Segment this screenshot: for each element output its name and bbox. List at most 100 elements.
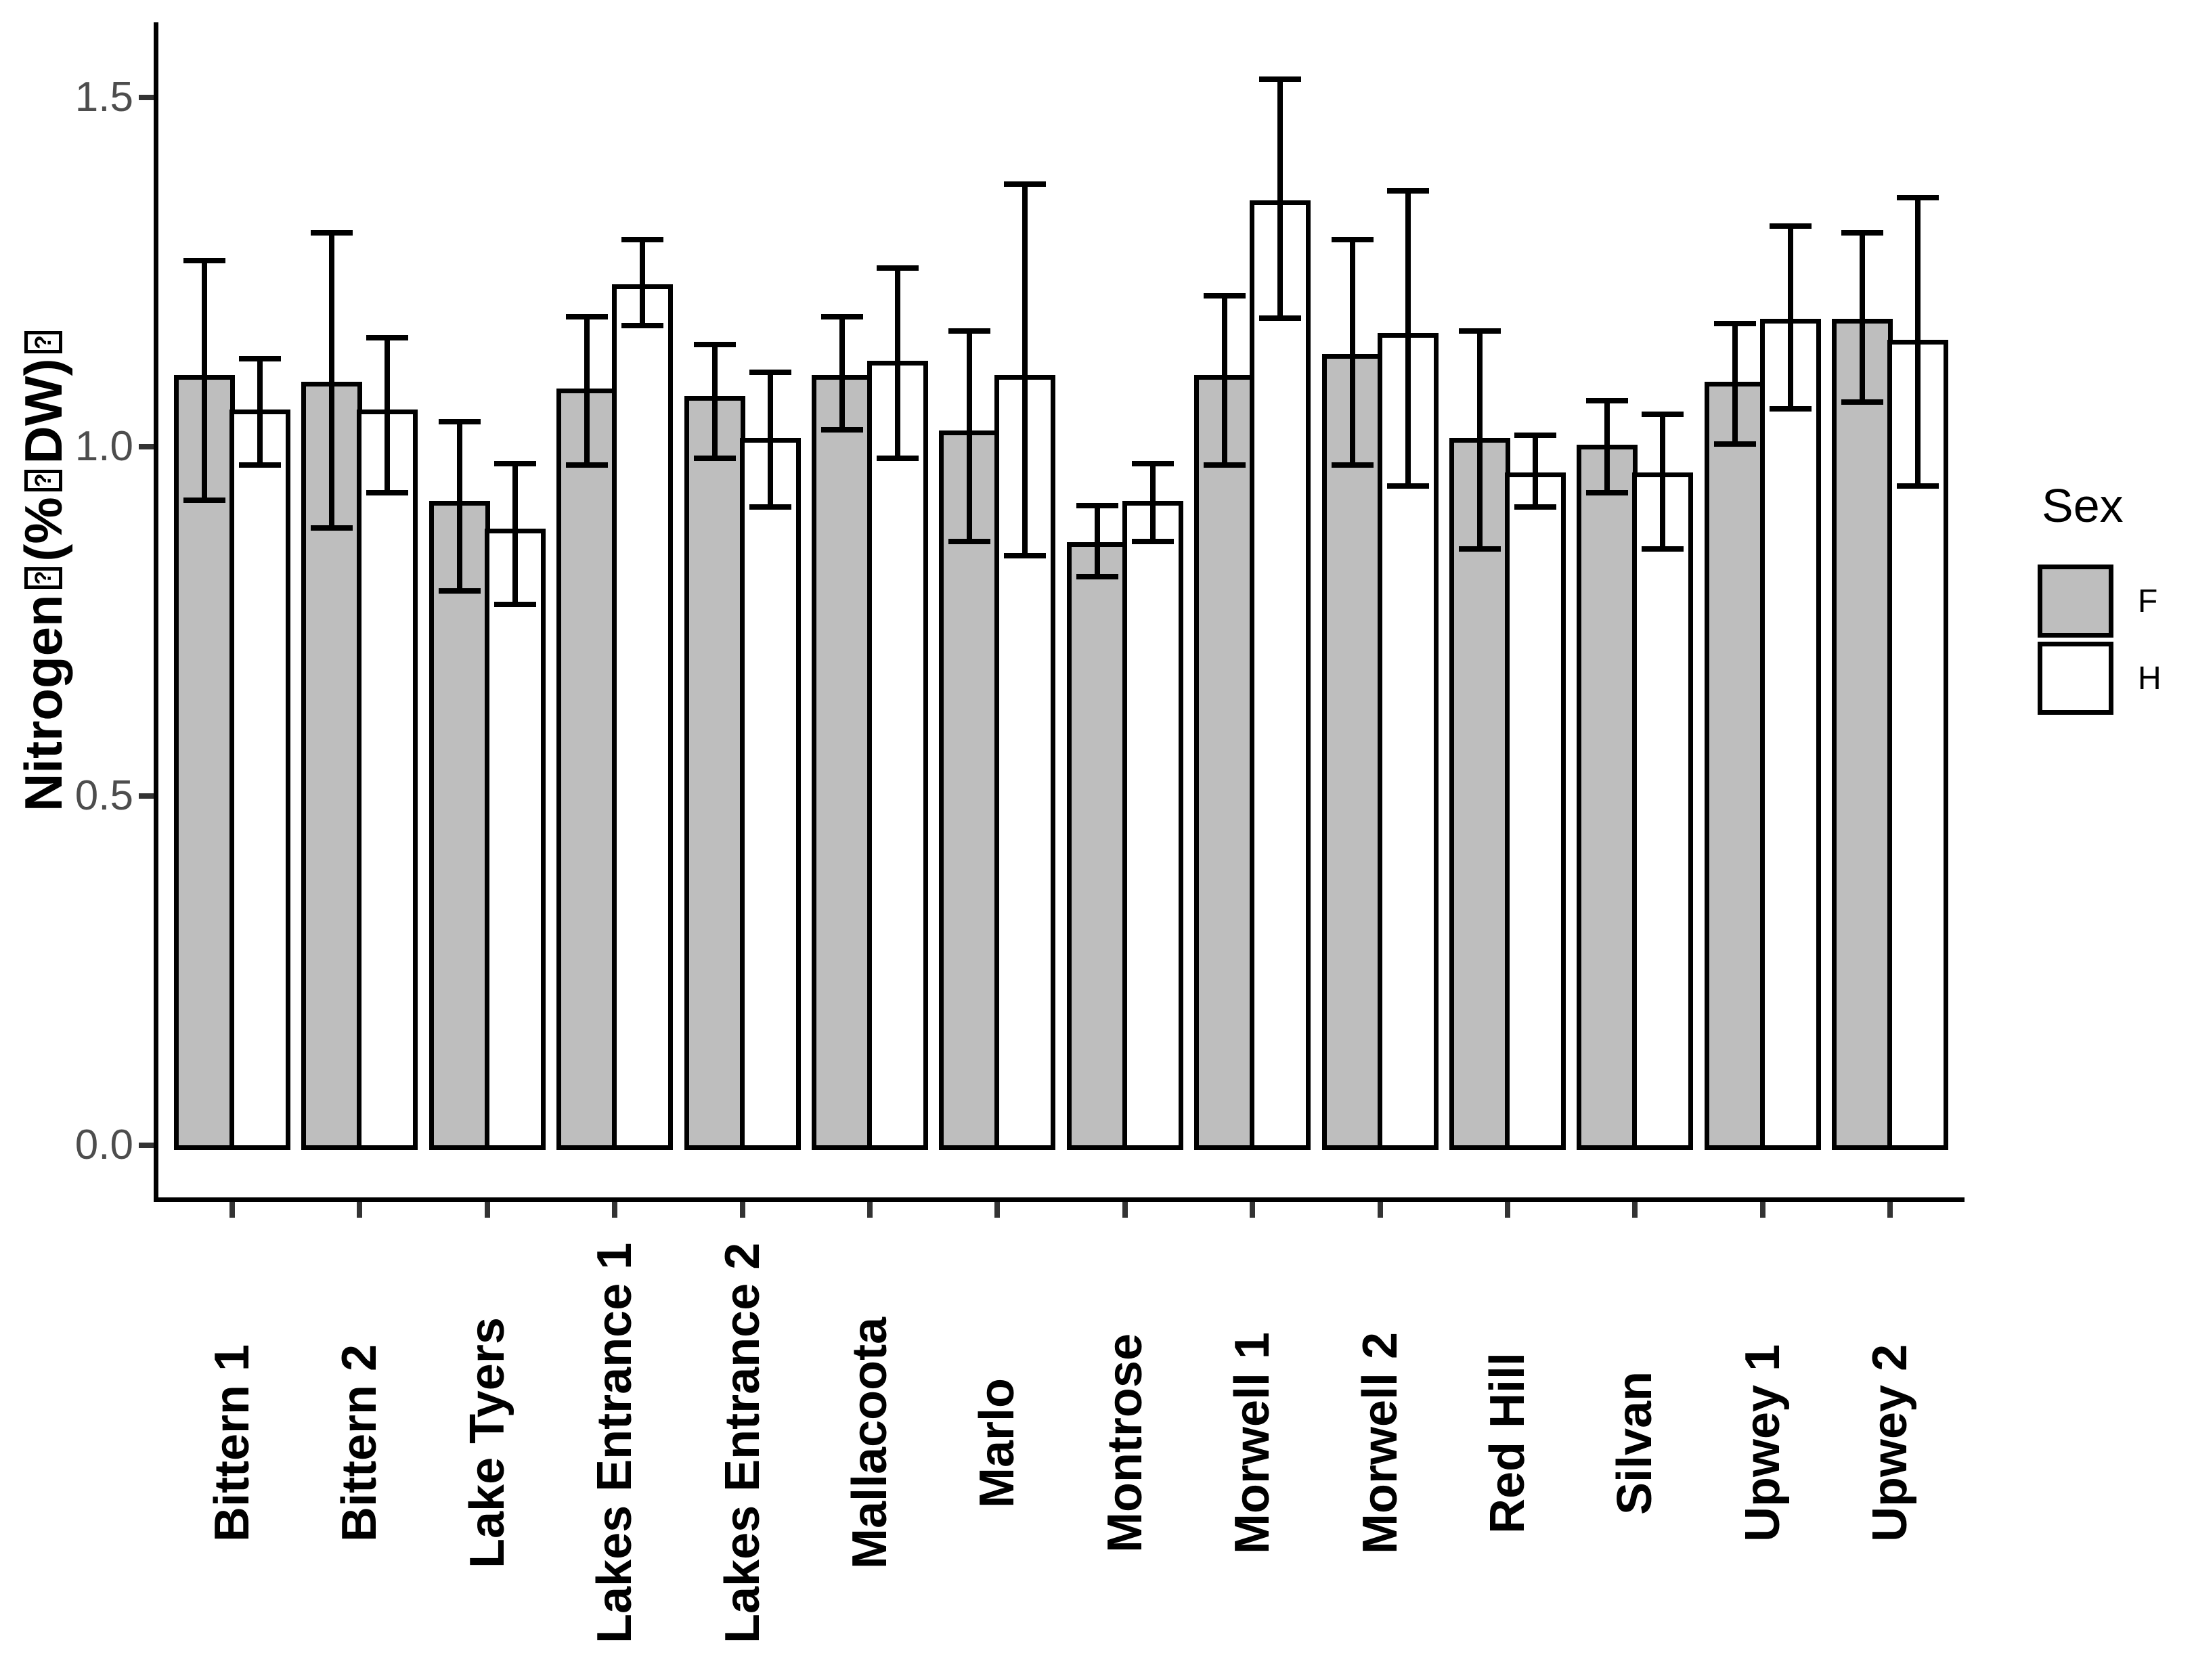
x-axis-label: Lake Tyers xyxy=(460,1317,514,1569)
legend-key-h: H xyxy=(2038,642,2194,715)
error-bar-cap-top xyxy=(1076,503,1118,508)
error-bar-line xyxy=(1477,328,1483,552)
bar-h xyxy=(357,410,418,1150)
error-bar-line xyxy=(1222,293,1227,468)
error-bar-cap-bottom xyxy=(1259,315,1301,321)
x-tick xyxy=(1887,1202,1893,1218)
error-bar-line xyxy=(1604,398,1610,495)
error-bar-line xyxy=(584,314,590,468)
error-bar-cap-top xyxy=(1714,321,1756,326)
error-bar-cap-top xyxy=(1897,195,1939,200)
bar-h xyxy=(740,438,801,1150)
error-bar-cap-bottom xyxy=(1714,441,1756,447)
error-bar-cap-bottom xyxy=(1586,490,1628,495)
error-bar-line xyxy=(640,237,645,328)
error-bar-line xyxy=(1150,461,1156,544)
error-bar-cap-bottom xyxy=(1387,483,1429,489)
error-bar-cap-bottom xyxy=(439,588,481,594)
error-bar-cap-bottom xyxy=(1076,574,1118,579)
error-bar-line xyxy=(768,370,773,510)
error-bar-cap-top xyxy=(749,370,791,375)
x-tick xyxy=(1505,1202,1510,1218)
y-axis-tick-label: 0.5 xyxy=(74,772,133,819)
error-bar-cap-top xyxy=(821,314,863,319)
x-axis-label: Silvan xyxy=(1608,1371,1662,1516)
x-tick xyxy=(229,1202,235,1218)
error-bar-cap-bottom xyxy=(1897,483,1939,489)
y-tick xyxy=(139,444,154,449)
error-bar-cap-top xyxy=(183,258,225,263)
x-axis-label: Mallacoota xyxy=(843,1317,897,1570)
bar-h xyxy=(1250,200,1311,1150)
x-tick xyxy=(740,1202,745,1218)
y-axis-line xyxy=(154,22,158,1202)
x-axis-label: Bittern 2 xyxy=(332,1344,387,1543)
error-bar-line xyxy=(1660,412,1665,552)
error-bar-cap-top xyxy=(311,230,353,236)
error-bar-line xyxy=(1732,321,1738,447)
x-axis-label: Upwey 2 xyxy=(1863,1344,1917,1543)
y-axis-title: Nitrogen?(%?DW)? xyxy=(9,159,80,978)
x-tick xyxy=(612,1202,617,1218)
bar-h xyxy=(1122,501,1183,1150)
error-bar-cap-bottom xyxy=(311,525,353,531)
bar-f xyxy=(1705,382,1765,1150)
error-bar-cap-top xyxy=(1004,181,1046,187)
error-bar-cap-top xyxy=(1514,433,1556,438)
x-tick xyxy=(357,1202,362,1218)
legend: Sex F H xyxy=(2038,482,2194,719)
error-bar-cap-top xyxy=(1770,223,1812,229)
bar-h xyxy=(1378,333,1439,1150)
bar-h xyxy=(229,410,290,1150)
error-bar-cap-top xyxy=(877,265,919,271)
error-bar-cap-top xyxy=(239,356,281,361)
error-bar-cap-bottom xyxy=(694,456,736,461)
bar-f xyxy=(1322,354,1383,1150)
error-bar-cap-top xyxy=(694,342,736,347)
bar-h xyxy=(1505,472,1566,1150)
error-bar-cap-bottom xyxy=(1132,539,1174,544)
error-bar-line xyxy=(1915,195,1921,489)
error-bar-cap-bottom xyxy=(1004,553,1046,558)
y-tick xyxy=(139,95,154,100)
x-axis-label: Bittern 1 xyxy=(205,1344,259,1543)
error-bar-cap-top xyxy=(1841,230,1883,236)
error-bar-line xyxy=(1788,223,1793,412)
error-bar-line xyxy=(839,314,845,433)
x-axis-label: Upwey 1 xyxy=(1736,1344,1790,1543)
error-bar-line xyxy=(202,258,207,503)
x-tick xyxy=(1250,1202,1255,1218)
error-bar-cap-bottom xyxy=(494,602,536,607)
error-bar-cap-top xyxy=(439,419,481,424)
error-bar-cap-top xyxy=(1586,398,1628,403)
x-axis-label: Lakes Entrance 1 xyxy=(588,1242,642,1644)
error-bar-cap-bottom xyxy=(183,498,225,503)
error-bar-cap-bottom xyxy=(621,323,663,328)
x-axis-label: Morwell 2 xyxy=(1353,1331,1407,1555)
x-tick xyxy=(485,1202,490,1218)
error-bar-cap-bottom xyxy=(877,456,919,461)
error-bar-cap-top xyxy=(1204,293,1246,299)
x-axis-label: Red Hill xyxy=(1480,1352,1535,1534)
error-bar-line xyxy=(1533,433,1538,510)
bar-h xyxy=(867,361,928,1150)
error-bar-cap-top xyxy=(1459,328,1501,334)
error-bar-cap-bottom xyxy=(1642,546,1684,552)
x-axis-line xyxy=(154,1197,1965,1202)
x-axis-label: Marlo xyxy=(970,1377,1024,1509)
error-bar-line xyxy=(512,461,518,607)
error-bar-cap-top xyxy=(1642,412,1684,417)
error-bar-cap-bottom xyxy=(1332,462,1374,468)
error-bar-line xyxy=(329,230,334,531)
legend-swatch-f xyxy=(2038,565,2113,638)
legend-label-f: F xyxy=(2138,583,2158,619)
error-bar-line xyxy=(712,342,718,461)
error-bar-cap-bottom xyxy=(749,504,791,510)
bar-h xyxy=(612,284,673,1150)
error-bar-line xyxy=(257,356,263,468)
error-bar-line xyxy=(1405,188,1411,489)
error-bar-cap-bottom xyxy=(1204,462,1246,468)
legend-title: Sex xyxy=(2042,479,2124,532)
bar-f xyxy=(1577,445,1638,1150)
bar-f xyxy=(1194,375,1255,1150)
